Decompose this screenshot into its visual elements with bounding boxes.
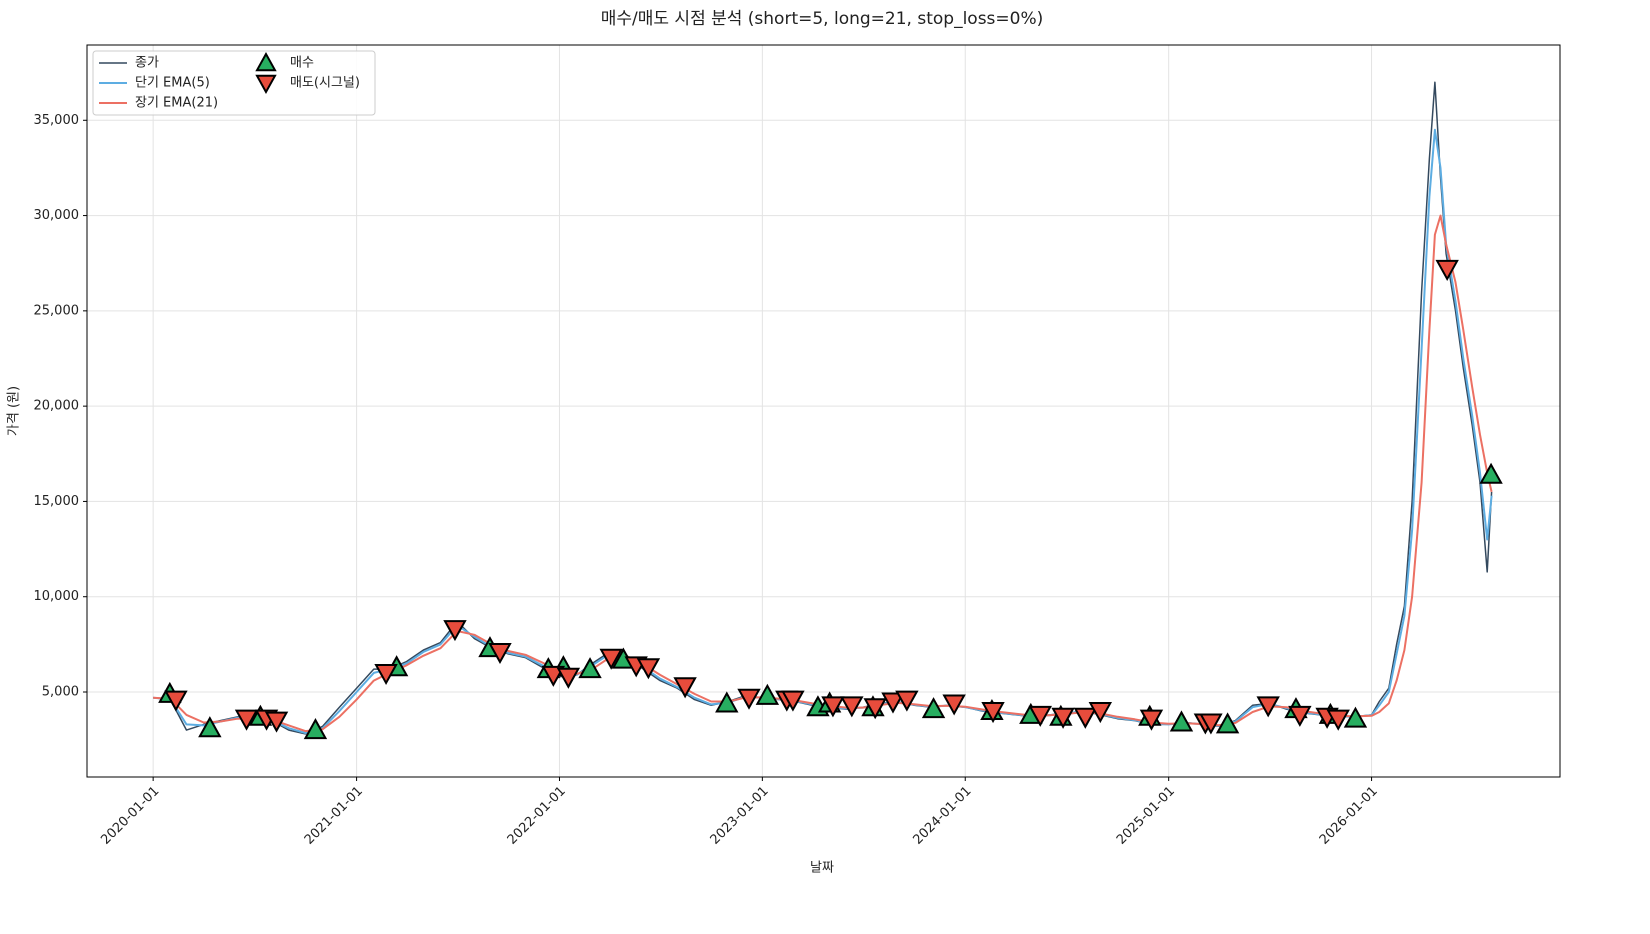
sell-marker	[1256, 696, 1280, 718]
buy-marker	[1215, 712, 1240, 734]
legend-box	[92, 50, 376, 116]
buy-marker	[921, 697, 946, 719]
y-tick-label: 15,000	[34, 494, 80, 509]
sell-marker	[488, 642, 512, 665]
sell-marker	[1435, 259, 1459, 281]
buy-marker	[715, 691, 739, 713]
sell-marker	[821, 696, 845, 718]
legend-label: 매수	[290, 56, 314, 71]
y-tick-label: 5,000	[42, 685, 79, 700]
sell-marker	[264, 711, 289, 733]
x-axis-label: 날짜	[810, 861, 834, 876]
price-line	[153, 128, 1493, 734]
x-tick-label: 2022-01-01	[505, 784, 569, 848]
x-tick-label: 2021-01-01	[302, 784, 366, 848]
sell-marker	[673, 677, 697, 699]
sell-marker	[164, 690, 188, 712]
sell-marker	[443, 620, 467, 642]
sell-marker	[737, 688, 761, 710]
y-tick-label: 30,000	[34, 208, 80, 223]
sell-marker	[863, 698, 887, 720]
buy-marker	[1479, 462, 1503, 484]
sell-marker	[556, 667, 581, 689]
legend-swatch	[255, 74, 277, 95]
sell-marker	[840, 696, 864, 718]
sell-marker	[374, 663, 398, 686]
legend-swatch	[255, 51, 277, 72]
sell-marker	[881, 692, 905, 714]
plot-frame	[86, 44, 1561, 778]
sell-marker	[234, 709, 259, 731]
price-line	[153, 214, 1493, 733]
sell-marker	[781, 690, 805, 712]
sell-marker	[541, 665, 566, 687]
sell-marker	[895, 690, 919, 712]
buy-marker	[755, 683, 780, 705]
sell-marker	[981, 702, 1005, 724]
sell-marker	[1028, 705, 1052, 727]
buy-marker	[578, 657, 602, 679]
x-tick-label: 2023-01-01	[708, 784, 772, 848]
buy-marker	[1343, 706, 1368, 728]
legend-label: 종가	[135, 56, 159, 71]
sell-marker	[1088, 702, 1113, 724]
x-tick-label: 2025-01-01	[1114, 784, 1178, 848]
sell-marker	[942, 694, 966, 716]
y-axis-label: 가격 (원)	[7, 386, 22, 436]
x-tick-label: 2020-01-01	[98, 784, 162, 848]
y-tick-label: 25,000	[34, 303, 80, 318]
sell-marker	[1139, 709, 1164, 731]
legend-label: 단기 EMA(5)	[135, 76, 210, 91]
price-line	[153, 81, 1493, 735]
y-tick-label: 20,000	[34, 399, 80, 414]
y-tick-label: 35,000	[34, 113, 80, 128]
buy-marker	[303, 718, 328, 740]
sell-marker	[599, 648, 623, 670]
y-tick-label: 10,000	[34, 589, 80, 604]
sell-marker	[1073, 707, 1098, 729]
sell-marker	[1199, 713, 1223, 735]
sell-marker	[1326, 709, 1350, 731]
x-tick-label: 2026-01-01	[1317, 784, 1381, 848]
sell-marker	[1051, 707, 1075, 729]
legend-label: 장기 EMA(21)	[135, 96, 218, 111]
legend-label: 매도(시그널)	[290, 76, 360, 91]
buy-marker	[1169, 710, 1194, 732]
sell-marker	[636, 658, 661, 680]
buy-marker	[198, 716, 222, 738]
sell-marker	[1288, 705, 1312, 727]
x-tick-label: 2024-01-01	[911, 784, 975, 848]
chart-title: 매수/매도 시점 분석 (short=5, long=21, stop_loss…	[601, 9, 1044, 29]
